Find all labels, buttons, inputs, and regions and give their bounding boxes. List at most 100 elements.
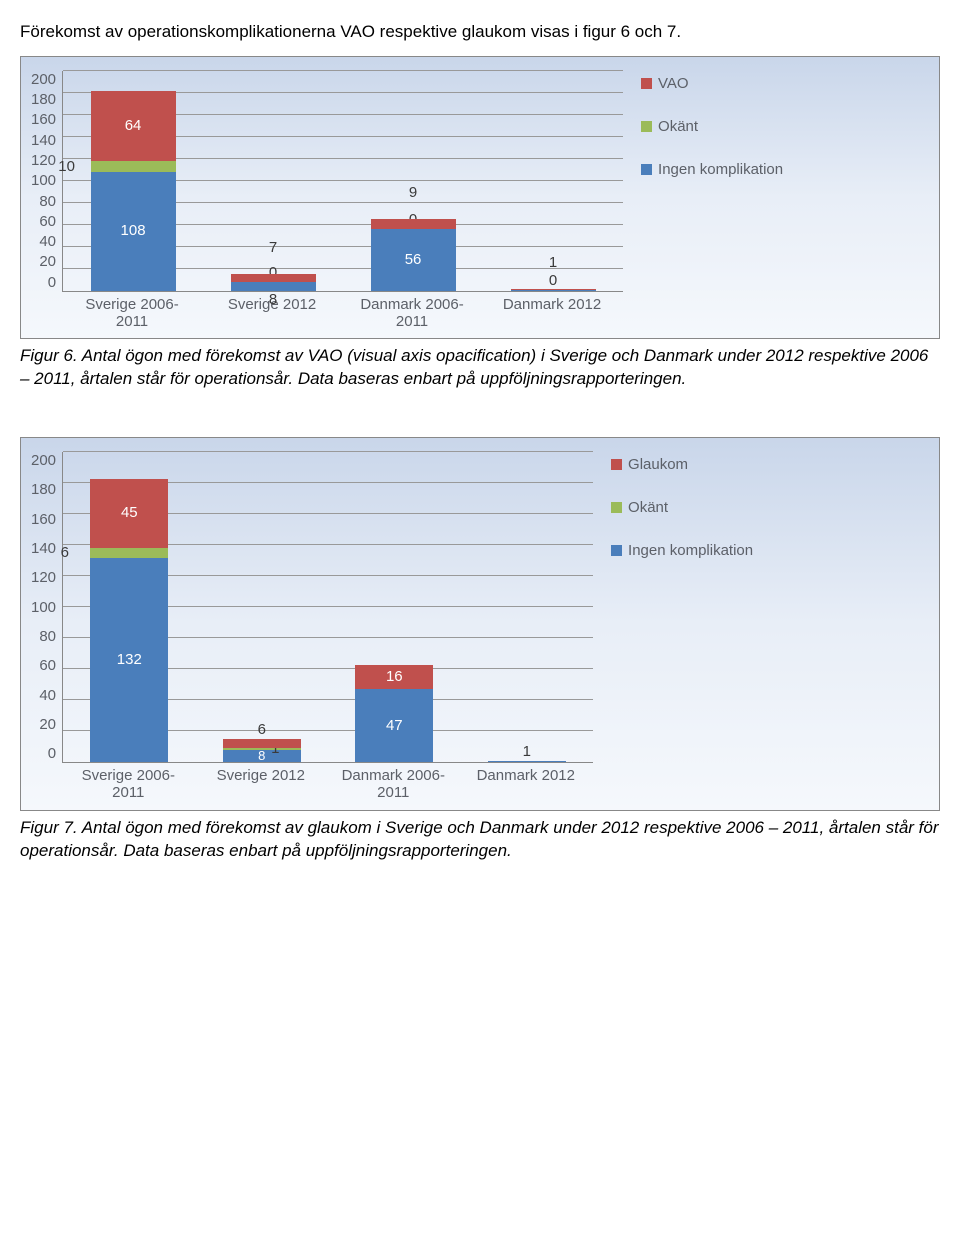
ytick-label: 140 bbox=[31, 540, 56, 557]
bar-value-label: 132 bbox=[90, 652, 168, 668]
ytick-label: 60 bbox=[39, 657, 56, 674]
chart-2-caption: Figur 7. Antal ögon med förekomst av gla… bbox=[20, 817, 940, 863]
ytick-label: 140 bbox=[31, 132, 56, 149]
legend-swatch bbox=[611, 459, 622, 470]
bar-value-label: 108 bbox=[91, 224, 176, 240]
bar-value-label: 47 bbox=[355, 718, 433, 734]
bar-segment: 16 bbox=[355, 665, 433, 690]
chart-1-legend: VAO Okänt Ingen komplikation bbox=[641, 71, 783, 178]
bar-segment: 7 bbox=[231, 274, 316, 282]
bar-value-label: 64 bbox=[91, 118, 176, 134]
ytick-label: 0 bbox=[48, 274, 56, 291]
bar-segment: 1 bbox=[488, 761, 566, 763]
intro-text: Förekomst av operationskomplikationerna … bbox=[20, 20, 940, 44]
bar-segment: 108 bbox=[91, 172, 176, 291]
xtick-label: Danmark 2012 bbox=[482, 296, 622, 331]
bar-column: 47 16 bbox=[355, 665, 433, 763]
bar-segment: 6 bbox=[90, 548, 168, 557]
bar-value-label: 0 bbox=[511, 273, 596, 289]
bar-column: 1 bbox=[488, 761, 566, 763]
ytick-label: 40 bbox=[39, 687, 56, 704]
bar-segment: 1 bbox=[511, 289, 596, 290]
legend-label: Ingen komplikation bbox=[658, 161, 783, 178]
chart-2-panel: 200180160140120100806040200 132645816471… bbox=[20, 437, 940, 811]
bar-column: 5609 bbox=[371, 219, 456, 290]
ytick-label: 60 bbox=[39, 213, 56, 230]
bar-column: 01 bbox=[511, 289, 596, 291]
xtick-label: Danmark 2006-2011 bbox=[327, 767, 460, 802]
chart-2-plot: 13264581647161 bbox=[62, 452, 593, 763]
bar-value-label: 45 bbox=[90, 506, 168, 522]
legend-item: VAO bbox=[641, 75, 783, 92]
legend-item: Okänt bbox=[641, 118, 783, 135]
ytick-label: 80 bbox=[39, 193, 56, 210]
legend-swatch bbox=[611, 545, 622, 556]
ytick-label: 160 bbox=[31, 111, 56, 128]
chart-2-yaxis: 200180160140120100806040200 bbox=[31, 452, 62, 762]
ytick-label: 80 bbox=[39, 628, 56, 645]
legend-item: Glaukom bbox=[611, 456, 753, 473]
chart-2-xaxis: Sverige 2006-2011Sverige 2012Danmark 200… bbox=[62, 767, 592, 802]
chart-1-caption: Figur 6. Antal ögon med förekomst av VAO… bbox=[20, 345, 940, 391]
chart-1-plot: 1081064807560901 bbox=[62, 71, 623, 292]
chart-1-panel: 200180160140120100806040200 108106480756… bbox=[20, 56, 940, 340]
legend-label: VAO bbox=[658, 75, 689, 92]
legend-label: Glaukom bbox=[628, 456, 688, 473]
xtick-label: Danmark 2006-2011 bbox=[342, 296, 482, 331]
legend-label: Okänt bbox=[658, 118, 698, 135]
bar-value-label: 9 bbox=[371, 185, 456, 201]
bar-value-label: 6 bbox=[223, 722, 301, 738]
bar-segment: 9 bbox=[371, 219, 456, 229]
legend-item: Okänt bbox=[611, 499, 753, 516]
chart-1-xaxis: Sverige 2006-2011Sverige 2012Danmark 200… bbox=[62, 296, 622, 331]
ytick-label: 100 bbox=[31, 599, 56, 616]
bar-segment: 47 bbox=[355, 689, 433, 762]
bar-column: 108 10 64 bbox=[91, 91, 176, 291]
xtick-label: Danmark 2012 bbox=[460, 767, 593, 802]
bar-segment bbox=[511, 290, 596, 291]
bars-container: 13264581647161 bbox=[63, 452, 593, 762]
legend-swatch bbox=[641, 78, 652, 89]
bar-value-label: 7 bbox=[231, 240, 316, 256]
ytick-label: 180 bbox=[31, 481, 56, 498]
xtick-label: Sverige 2006-2011 bbox=[62, 296, 202, 331]
bar-segment: 1 bbox=[223, 748, 301, 750]
ytick-label: 20 bbox=[39, 253, 56, 270]
bar-column: 816 bbox=[223, 739, 301, 762]
bar-segment: 8 bbox=[231, 282, 316, 291]
bar-segment: 6 bbox=[223, 739, 301, 748]
ytick-label: 100 bbox=[31, 172, 56, 189]
bar-segment: 56 bbox=[371, 229, 456, 291]
ytick-label: 200 bbox=[31, 71, 56, 88]
legend-item: Ingen komplikation bbox=[611, 542, 753, 559]
ytick-label: 40 bbox=[39, 233, 56, 250]
legend-swatch bbox=[641, 164, 652, 175]
legend-swatch bbox=[611, 502, 622, 513]
bar-value-label: 16 bbox=[355, 669, 433, 685]
ytick-label: 120 bbox=[31, 569, 56, 586]
legend-label: Ingen komplikation bbox=[628, 542, 753, 559]
bar-segment: 45 bbox=[90, 479, 168, 549]
legend-label: Okänt bbox=[628, 499, 668, 516]
bar-value-label: 8 bbox=[231, 292, 316, 308]
bar-segment: 132 bbox=[90, 558, 168, 763]
bars-container: 1081064807560901 bbox=[63, 71, 623, 291]
legend-item: Ingen komplikation bbox=[641, 161, 783, 178]
xtick-label: Sverige 2006-2011 bbox=[62, 767, 195, 802]
bar-value-label: 56 bbox=[371, 252, 456, 268]
ytick-label: 120 bbox=[31, 152, 56, 169]
ytick-label: 0 bbox=[48, 745, 56, 762]
xtick-label: Sverige 2012 bbox=[195, 767, 328, 802]
chart-1-yaxis: 200180160140120100806040200 bbox=[31, 71, 62, 291]
ytick-label: 200 bbox=[31, 452, 56, 469]
bar-column: 807 bbox=[231, 274, 316, 290]
bar-segment: 10 bbox=[91, 161, 176, 172]
bar-value-label: 1 bbox=[488, 744, 566, 760]
ytick-label: 180 bbox=[31, 91, 56, 108]
chart-2-legend: Glaukom Okänt Ingen komplikation bbox=[611, 452, 753, 559]
bar-value-label: 1 bbox=[511, 255, 596, 271]
ytick-label: 160 bbox=[31, 511, 56, 528]
bar-segment: 64 bbox=[91, 91, 176, 161]
bar-column: 132 6 45 bbox=[90, 479, 168, 763]
ytick-label: 20 bbox=[39, 716, 56, 733]
